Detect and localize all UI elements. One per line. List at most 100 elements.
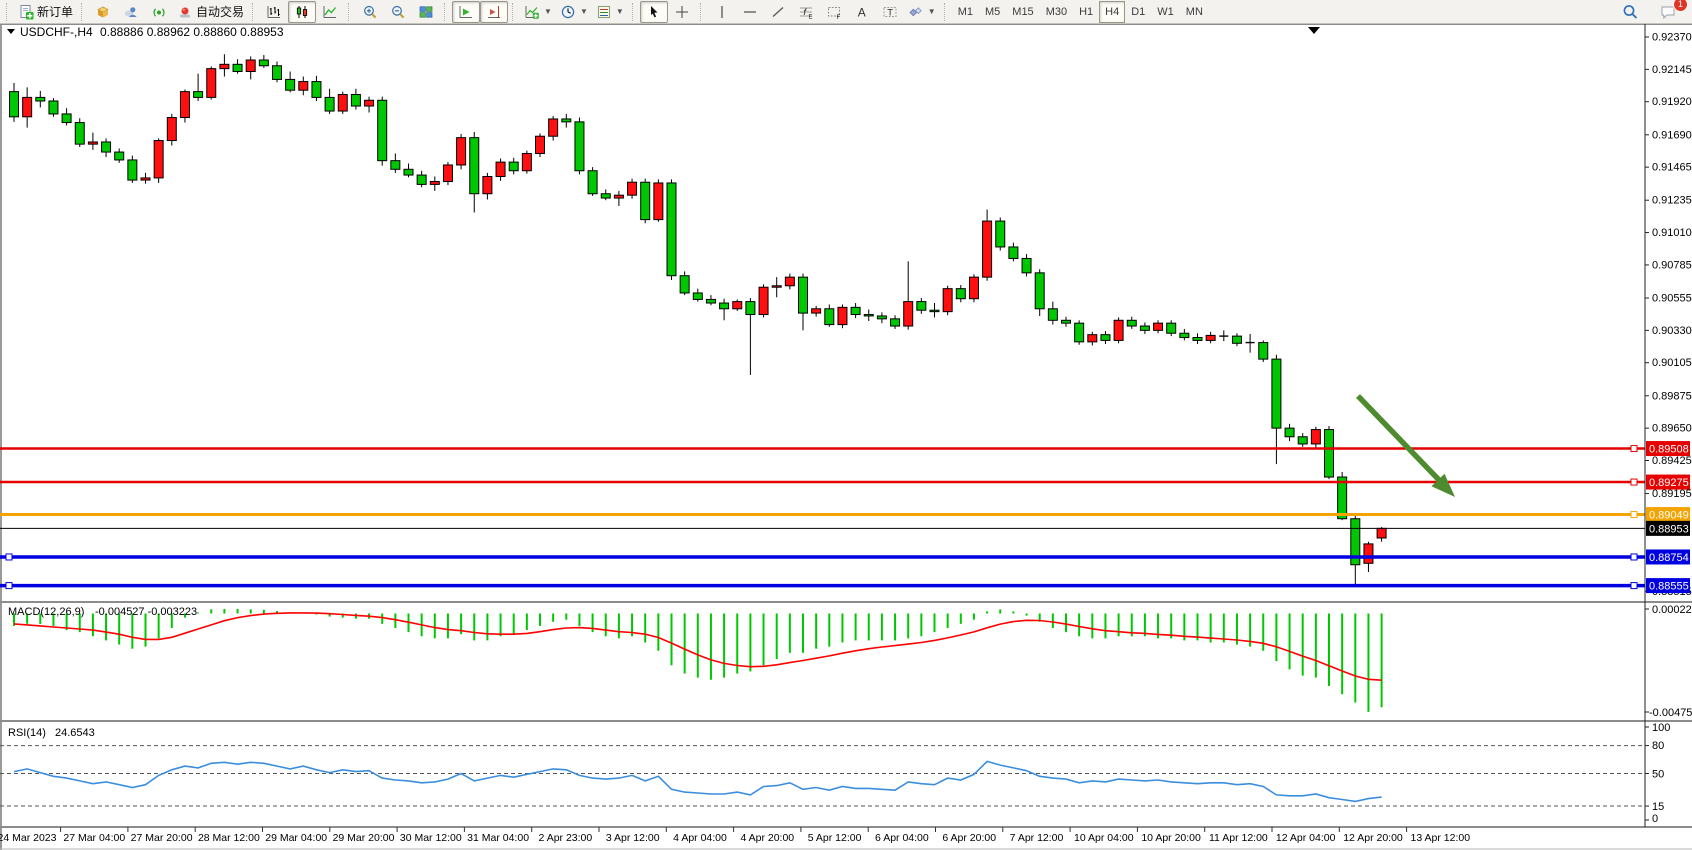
text-button[interactable]: A	[848, 1, 876, 23]
window-left-border	[0, 24, 2, 850]
timeframe-h1-button[interactable]: H1	[1079, 5, 1094, 18]
candlestick-chart-button[interactable]	[288, 0, 317, 23]
candle-down	[995, 220, 1006, 248]
svg-text:F: F	[836, 15, 840, 20]
trend-arrow-head[interactable]	[1431, 473, 1456, 497]
candle-down	[258, 59, 269, 67]
cursor-button[interactable]	[639, 0, 668, 23]
equidistant-channel-button[interactable]: F	[820, 1, 848, 23]
time-axis-label: 29 Mar 20:00	[333, 832, 395, 844]
macd-rsi-splitter[interactable]	[0, 720, 1692, 722]
candle-down	[850, 306, 861, 316]
line-handle[interactable]	[5, 553, 13, 561]
price-tick-label: 0.91010	[1652, 227, 1692, 239]
horizontal-line-button[interactable]	[736, 1, 764, 23]
chevron-down-icon: ▼	[615, 7, 624, 16]
line-handle[interactable]	[5, 582, 13, 590]
line-handle[interactable]	[1630, 553, 1638, 561]
candle-down	[1337, 476, 1348, 520]
candle-up	[482, 175, 493, 195]
candle-up	[1376, 527, 1387, 539]
candle-down	[272, 65, 282, 80]
indicators-button[interactable]: ▼	[520, 1, 556, 23]
profiles-button[interactable]	[117, 1, 145, 23]
trendline-icon	[770, 4, 786, 20]
time-axis-label: 7 Apr 12:00	[1010, 832, 1064, 844]
templates-button[interactable]: ▼	[592, 1, 628, 23]
chart-shift-marker-icon[interactable]	[1308, 27, 1320, 34]
candle-up	[613, 194, 624, 199]
line-handle[interactable]	[1630, 478, 1638, 486]
candle-down	[403, 168, 414, 176]
trendline-button[interactable]	[764, 1, 792, 23]
rsi-axis-splitter[interactable]	[0, 826, 1692, 828]
candle-up	[153, 140, 164, 179]
tile-windows-button[interactable]	[412, 1, 440, 23]
timeframe-m15-button[interactable]: M15	[1012, 5, 1034, 18]
new-order-button[interactable]: 新订单	[14, 1, 77, 23]
toolbar-separator	[444, 2, 449, 21]
line-chart-button[interactable]	[316, 1, 344, 23]
bar-chart-button[interactable]	[260, 1, 288, 23]
chart-shift-button[interactable]	[480, 0, 509, 23]
time-axis-label: 12 Apr 04:00	[1276, 832, 1336, 844]
timeframe-m5-button[interactable]: M5	[985, 5, 1001, 18]
zoom-in-button[interactable]	[356, 1, 384, 23]
candle-down	[1126, 319, 1137, 327]
candle-up	[442, 164, 453, 183]
line-handle[interactable]	[1630, 511, 1638, 519]
timeframe-w1-button[interactable]: W1	[1157, 5, 1174, 18]
timeframe-m30-button[interactable]: M30	[1045, 5, 1068, 18]
svg-text:f: f	[803, 7, 807, 17]
line-handle[interactable]	[1630, 582, 1638, 590]
toolbar-separator	[631, 2, 637, 21]
svg-text:T: T	[887, 7, 893, 18]
candle-down	[1008, 246, 1019, 259]
candle-up	[140, 177, 151, 181]
main-macd-splitter[interactable]	[0, 601, 1692, 603]
text-label-button[interactable]: T	[876, 1, 904, 23]
new-order-icon	[18, 4, 34, 20]
candle-up	[968, 276, 979, 300]
label-icon: T	[882, 4, 898, 20]
zoom-out-button[interactable]	[384, 1, 412, 23]
search-button[interactable]	[1616, 1, 1644, 23]
crosshair-icon	[674, 4, 690, 20]
shapes-button[interactable]: ▼	[904, 1, 940, 23]
auto-trading-button[interactable]: 自动交易	[173, 1, 248, 23]
candle-down	[232, 63, 243, 73]
toolbar-separator	[6, 2, 11, 21]
crosshair-button[interactable]	[668, 1, 696, 23]
timeframe-switcher: M1 M5 M15 M30 H1 H4 D1 W1 MN	[952, 0, 1209, 23]
timeframe-h4-button[interactable]: H4	[1099, 0, 1126, 23]
candle-down	[1231, 335, 1242, 344]
candle-down	[876, 315, 887, 320]
line-handle[interactable]	[1630, 445, 1638, 453]
price-tick-label: 0.89195	[1652, 488, 1692, 500]
symbol-dropdown-icon[interactable]	[7, 29, 15, 34]
candle-down	[1258, 342, 1269, 360]
price-level-plate	[1646, 578, 1690, 594]
timeframe-mn-button[interactable]: MN	[1185, 5, 1203, 18]
new-order-label: 新订单	[37, 5, 74, 19]
signals-button[interactable]	[145, 1, 173, 23]
candle-up	[942, 288, 953, 313]
candle-down	[1271, 358, 1282, 429]
auto-scroll-button[interactable]	[452, 0, 481, 23]
periods-button[interactable]: ▼	[556, 1, 592, 23]
notifications-button[interactable]: 1	[1654, 0, 1688, 23]
candle-down	[114, 151, 125, 161]
market-watch-button[interactable]	[89, 1, 117, 23]
time-axis-label: 30 Mar 12:00	[400, 832, 462, 844]
timeframe-d1-button[interactable]: D1	[1131, 5, 1146, 18]
candle-down	[1179, 332, 1190, 339]
bar-chart-icon	[266, 4, 282, 20]
trend-arrow[interactable]	[1356, 394, 1442, 483]
vertical-line-button[interactable]	[708, 1, 736, 23]
candle-down	[416, 174, 427, 185]
toolbar-separator	[348, 2, 353, 21]
timeframe-m1-button[interactable]: M1	[957, 5, 973, 18]
toolbar-separator	[252, 2, 257, 21]
